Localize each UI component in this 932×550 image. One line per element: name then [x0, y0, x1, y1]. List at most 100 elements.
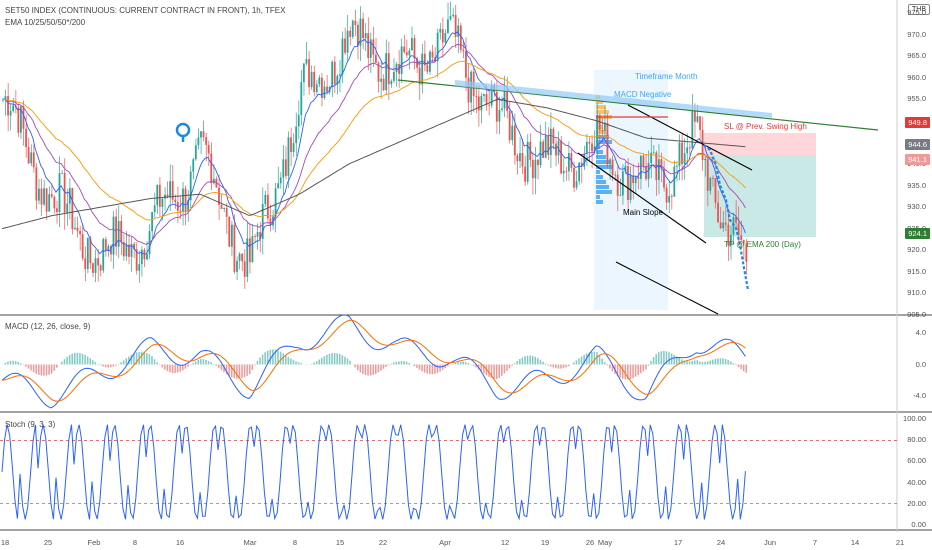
candle — [382, 78, 385, 91]
candle — [233, 224, 236, 272]
macd-histogram-bar — [40, 364, 43, 376]
price-tick-label: 970.0 — [907, 29, 926, 39]
price-tick-label: 955.0 — [907, 94, 926, 104]
candle — [295, 126, 298, 144]
macd-histogram-bar — [567, 364, 570, 366]
macd-histogram-bar — [110, 364, 112, 368]
macd-histogram-bar — [436, 364, 439, 373]
macd-histogram-bar — [246, 364, 248, 376]
candle — [634, 176, 637, 184]
stoch-legend[interactable]: Stoch (9, 3, 3) — [5, 420, 56, 429]
price-badge[interactable]: 924.1 — [905, 227, 930, 239]
candle — [524, 166, 527, 182]
candle — [678, 142, 681, 167]
annotation-macd-negative[interactable]: MACD Negative — [614, 90, 672, 99]
candle — [4, 96, 7, 100]
candle — [27, 147, 30, 164]
candle — [153, 205, 156, 213]
candle — [737, 222, 740, 236]
x-tick-label: 7 — [812, 538, 818, 547]
macd-histogram-bar — [544, 363, 547, 365]
candle — [629, 175, 632, 201]
macd-histogram-bar — [606, 364, 609, 366]
macd-histogram-bar — [12, 360, 14, 365]
candle — [94, 258, 97, 273]
macd-histogram-bar — [408, 362, 410, 365]
candle — [390, 80, 393, 85]
macd-histogram-bar — [254, 364, 256, 366]
candle — [107, 246, 110, 252]
candle — [189, 171, 192, 201]
price-tick-label: 960.0 — [907, 72, 926, 82]
candle — [333, 61, 336, 85]
macd-histogram-bar — [647, 364, 650, 366]
candle — [349, 30, 352, 37]
macd-histogram-bar — [225, 364, 228, 375]
stoch-tick-label: 0.00 — [911, 519, 926, 529]
macd-histogram-bar — [256, 361, 259, 365]
macd-histogram-bar — [97, 363, 99, 365]
candle — [565, 170, 568, 172]
macd-histogram-bar — [650, 360, 652, 365]
candle — [169, 181, 172, 198]
price-badge[interactable]: 941.1 — [905, 154, 930, 166]
annotation-main-slope[interactable]: Main Slope — [623, 208, 664, 217]
price-badge[interactable]: 949.8 — [905, 116, 930, 128]
macd-legend[interactable]: MACD (12, 26, close, 9) — [5, 322, 91, 331]
macd-histogram-bar — [248, 364, 251, 375]
candle — [99, 265, 102, 271]
candle — [115, 216, 117, 247]
candle — [596, 114, 599, 147]
macd-histogram-bar — [642, 364, 645, 372]
candle — [9, 111, 12, 116]
macd-histogram-bar — [331, 353, 333, 365]
annotation-timeframe[interactable]: Timeframe Month — [635, 72, 698, 81]
candle — [305, 59, 308, 64]
annotation-stop-loss[interactable]: SL @ Prev. Swing High — [724, 122, 807, 131]
candle — [161, 198, 164, 207]
x-tick-label: 25 — [43, 538, 53, 547]
macd-histogram-bar — [282, 353, 284, 365]
candle — [200, 131, 202, 138]
candle — [601, 129, 604, 131]
candle — [238, 253, 241, 261]
macd-histogram-bar — [688, 361, 691, 365]
macd-histogram-bar — [521, 357, 524, 365]
price-badge[interactable]: 944.6 — [905, 139, 930, 151]
macd-histogram-bar — [187, 364, 189, 367]
macd-histogram-bar — [7, 361, 9, 365]
candle — [393, 72, 395, 81]
candle — [683, 153, 686, 165]
macd-histogram-bar — [637, 364, 639, 376]
candle — [202, 131, 205, 138]
candle — [418, 67, 421, 85]
ema-legend[interactable]: EMA 10/25/50/50*/200 — [5, 18, 86, 27]
candle — [331, 61, 334, 87]
candle — [727, 224, 730, 246]
macd-histogram-bar — [557, 364, 560, 369]
macd-histogram-bar — [161, 364, 164, 368]
macd-histogram-bar — [501, 364, 503, 376]
candle — [742, 240, 745, 244]
currency-badge[interactable]: THB — [908, 4, 930, 15]
macd-tick-label: 4.0 — [915, 327, 926, 337]
candle — [35, 167, 38, 201]
candle — [591, 143, 593, 152]
candle — [236, 260, 238, 272]
macd-histogram-bar — [508, 364, 511, 369]
macd-histogram-bar — [483, 364, 485, 374]
macd-histogram-bar — [393, 362, 395, 365]
annotation-take-profit[interactable]: TP @ EMA 200 (Day) — [724, 240, 801, 249]
macd-histogram-bar — [107, 364, 110, 368]
candle — [117, 220, 120, 247]
macd-histogram-bar — [429, 364, 431, 375]
macd-histogram-bar — [475, 364, 477, 368]
macd-tick-label: -4.0 — [913, 391, 926, 401]
x-tick-label: 14 — [850, 538, 860, 547]
macd-histogram-bar — [238, 364, 241, 379]
candle — [665, 187, 668, 203]
candle — [297, 115, 300, 127]
candle — [377, 62, 380, 82]
x-tick-label: Feb — [87, 538, 101, 547]
